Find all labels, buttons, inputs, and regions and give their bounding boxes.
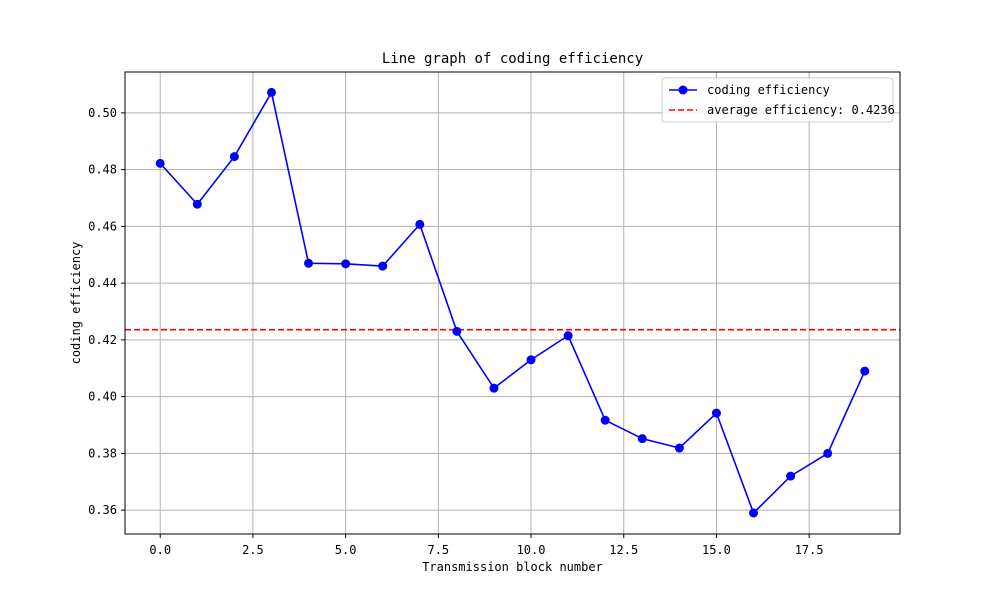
grid bbox=[125, 72, 900, 534]
legend-series-label: coding efficiency bbox=[707, 83, 830, 97]
data-point bbox=[711, 408, 721, 418]
data-point bbox=[786, 471, 796, 481]
data-point bbox=[415, 219, 425, 229]
y-tick-label: 0.46 bbox=[88, 219, 117, 233]
y-tick-label: 0.48 bbox=[88, 163, 117, 177]
data-point bbox=[749, 508, 759, 518]
data-point bbox=[378, 261, 388, 271]
y-tick-label: 0.42 bbox=[88, 333, 117, 347]
legend: coding efficiency average efficiency: 0.… bbox=[661, 77, 895, 123]
x-tick-label: 2.5 bbox=[242, 543, 264, 557]
series-layer bbox=[155, 87, 870, 518]
data-point bbox=[674, 443, 684, 453]
data-point bbox=[860, 366, 870, 376]
x-axis-label: Transmission block number bbox=[422, 560, 603, 574]
legend-box bbox=[661, 77, 894, 123]
y-tick-label: 0.40 bbox=[88, 390, 117, 404]
y-axis-label: coding efficiency bbox=[69, 242, 83, 365]
data-point bbox=[563, 331, 573, 341]
data-point bbox=[489, 383, 499, 393]
x-tick-label: 15.0 bbox=[702, 543, 731, 557]
y-tick-label: 0.36 bbox=[88, 503, 117, 517]
x-tick-label: 17.5 bbox=[795, 543, 824, 557]
plot-area-frame bbox=[124, 71, 901, 535]
x-tick-label: 7.5 bbox=[427, 543, 449, 557]
series-line bbox=[159, 90, 866, 515]
x-tick-label: 10.0 bbox=[517, 543, 546, 557]
data-point bbox=[452, 326, 462, 336]
legend-average-label: average efficiency: 0.4236 bbox=[707, 103, 895, 117]
data-point bbox=[266, 87, 276, 97]
ticks: 0.0 2.5 5.0 7.5 10.0 12.5 15.0 17.5 0.36 0.38 0.40… bbox=[88, 106, 824, 557]
chart-title: Line graph of coding efficiency bbox=[382, 51, 643, 67]
x-tick-label: 0.0 bbox=[149, 543, 171, 557]
data-point bbox=[192, 199, 202, 209]
data-point bbox=[155, 158, 165, 168]
data-point bbox=[823, 448, 833, 458]
legend-series-marker bbox=[678, 85, 688, 95]
data-point bbox=[600, 415, 610, 425]
y-tick-label: 0.50 bbox=[88, 106, 117, 120]
data-point bbox=[526, 355, 536, 365]
y-tick-label: 0.38 bbox=[88, 446, 117, 460]
data-point bbox=[229, 152, 239, 162]
x-tick-label: 12.5 bbox=[609, 543, 638, 557]
data-point bbox=[341, 259, 351, 269]
data-point bbox=[637, 434, 647, 444]
x-tick-label: 5.0 bbox=[335, 543, 357, 557]
data-point bbox=[304, 258, 314, 268]
y-tick-label: 0.44 bbox=[88, 276, 117, 290]
